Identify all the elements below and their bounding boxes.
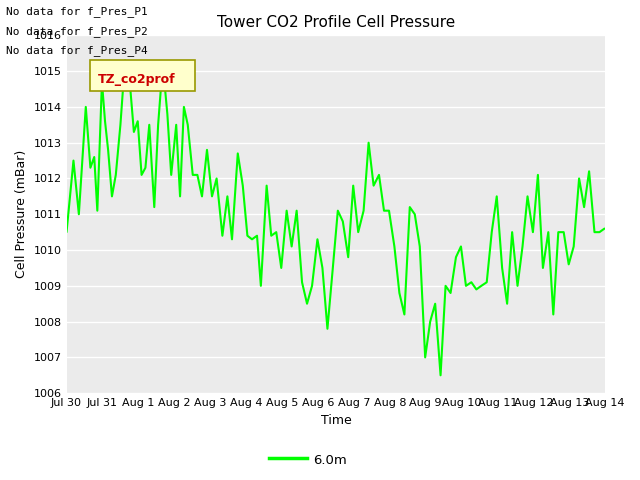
X-axis label: Time: Time [321, 414, 351, 427]
Y-axis label: Cell Pressure (mBar): Cell Pressure (mBar) [15, 150, 28, 278]
Text: TZ_co2prof: TZ_co2prof [98, 72, 175, 85]
Text: No data for f_Pres_P2: No data for f_Pres_P2 [6, 25, 148, 36]
Text: No data for f_Pres_P1: No data for f_Pres_P1 [6, 6, 148, 17]
Text: No data for f_Pres_P4: No data for f_Pres_P4 [6, 45, 148, 56]
Title: Tower CO2 Profile Cell Pressure: Tower CO2 Profile Cell Pressure [217, 15, 455, 30]
Text: 6.0m: 6.0m [314, 454, 348, 467]
